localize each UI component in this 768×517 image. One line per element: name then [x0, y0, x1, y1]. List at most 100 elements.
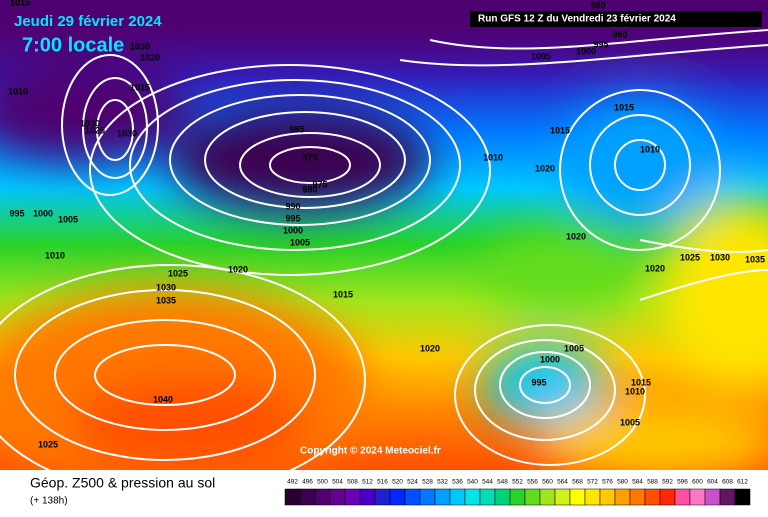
legend-swatch — [419, 488, 436, 506]
isobar-label: 1010 — [625, 386, 645, 396]
legend-label: 556 — [527, 479, 538, 486]
legend-label: 508 — [347, 479, 358, 486]
legend-swatch — [629, 488, 646, 506]
legend: 492 496 500 504 508 512 516 520 524 528 532 536 540 5… — [284, 479, 751, 506]
isobar-label: 1010 — [483, 152, 503, 162]
legend-label: 568 — [572, 479, 583, 486]
legend-swatch — [539, 488, 556, 506]
time-text: 7:00 locale — [22, 34, 124, 56]
legend-label: 516 — [377, 479, 388, 486]
isobar-label: 970 — [302, 152, 317, 162]
legend-swatch — [659, 488, 676, 506]
legend-swatch — [524, 488, 541, 506]
legend-swatch — [449, 488, 466, 506]
isobar-label: 1015 — [333, 289, 353, 299]
legend-swatch — [674, 488, 691, 506]
isobar-label: 995 — [285, 213, 300, 223]
isobar-label: 995 — [531, 377, 546, 387]
legend-swatch — [404, 488, 421, 506]
isobar-label: 985 — [289, 124, 304, 134]
isobar-label: 990 — [285, 201, 300, 211]
isobar-label: 1010 — [8, 86, 28, 96]
isobar-label: 1020 — [535, 163, 555, 173]
legend-label: 560 — [542, 479, 553, 486]
legend-swatch — [704, 488, 721, 506]
legend-swatch — [434, 488, 451, 506]
isobar-label: 1020 — [645, 263, 665, 273]
legend-label: 512 — [362, 479, 373, 486]
isobar-label: 1025 — [680, 252, 700, 262]
isobar-label: 1010 — [45, 250, 65, 260]
legend-swatch — [479, 488, 496, 506]
copyright: Copyright © 2024 Meteociel.fr — [300, 446, 441, 457]
legend-label: 564 — [557, 479, 568, 486]
isobar-label: 1005 — [290, 237, 310, 247]
isobar-label: 1000 — [540, 354, 560, 364]
isobar-label: 1020 — [228, 264, 248, 274]
legend-label: 540 — [467, 479, 478, 486]
legend-label: 600 — [692, 479, 703, 486]
run-text: Run GFS 12 Z du Vendredi 23 février 2024 — [478, 14, 676, 25]
isobar-label: 995 — [9, 208, 24, 218]
legend-label: 492 — [287, 479, 298, 486]
legend-label: 532 — [437, 479, 448, 486]
run-box — [470, 11, 762, 27]
isobar-label: 995 — [593, 39, 608, 49]
isobar-label: 1015 — [130, 82, 150, 92]
legend-swatch — [614, 488, 631, 506]
isobar-label: 1005 — [564, 343, 584, 353]
legend-label: 576 — [602, 479, 613, 486]
legend-label: 604 — [707, 479, 718, 486]
isobar-label: 1015 — [614, 102, 634, 112]
isobar-label: 1005 — [531, 51, 551, 61]
legend-label: 524 — [407, 479, 418, 486]
legend-swatch — [299, 488, 316, 506]
isobar-label: 1030 — [156, 282, 176, 292]
isobar-label: 1000 — [33, 208, 53, 218]
isobar-label: 980 — [302, 184, 317, 194]
legend-label: 548 — [497, 479, 508, 486]
isobar-label: 1015 — [631, 377, 651, 387]
isobar-label: 1020 — [566, 231, 586, 241]
isobar-label: 1020 — [420, 343, 440, 353]
isobar-label: 1030 — [710, 252, 730, 262]
legend-swatch — [599, 488, 616, 506]
isobar-label: 1030 — [117, 128, 137, 138]
legend-swatch — [494, 488, 511, 506]
isobars — [0, 29, 768, 470]
isobar-label: 1040 — [153, 394, 173, 404]
legend-swatch — [374, 488, 391, 506]
legend-label: 580 — [617, 479, 628, 486]
legend-label: 536 — [452, 479, 463, 486]
legend-swatch — [719, 488, 736, 506]
legend-label: 544 — [482, 479, 493, 486]
legend-swatch — [554, 488, 571, 506]
legend-label: 588 — [647, 479, 658, 486]
isobar-label: 1025 — [168, 268, 188, 278]
isobar-label: 1025 — [85, 125, 105, 135]
footer-title: Géop. Z500 & pression au sol — [30, 475, 215, 491]
legend-label: 500 — [317, 479, 328, 486]
isobar-label: 1010 — [640, 144, 660, 154]
legend-label: 592 — [662, 479, 673, 486]
legend-swatch — [329, 488, 346, 506]
isobar-label: 1015 — [550, 125, 570, 135]
isobar-label: 1000 — [283, 225, 303, 235]
isobar-label: 1005 — [58, 214, 78, 224]
isobar-label: 1030 — [130, 41, 150, 51]
legend-swatch — [464, 488, 481, 506]
legend-label: 596 — [677, 479, 688, 486]
isobar-label: 990 — [612, 29, 627, 39]
isobar-label: 1025 — [38, 439, 58, 449]
legend-swatch — [284, 488, 301, 506]
isobar-label: 1005 — [620, 417, 640, 427]
legend-swatch — [644, 488, 661, 506]
legend-swatch — [344, 488, 361, 506]
legend-label: 552 — [512, 479, 523, 486]
isobar-label: 1000 — [576, 46, 596, 56]
legend-label: 572 — [587, 479, 598, 486]
legend-label: 504 — [332, 479, 343, 486]
